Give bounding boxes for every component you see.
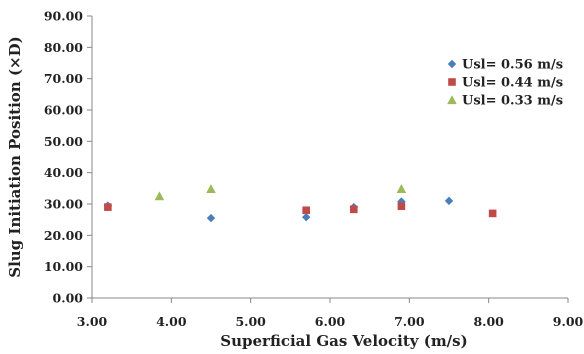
x-axis-title: Superficial Gas Velocity (m/s) <box>220 332 467 350</box>
x-tick-label: 7.00 <box>394 314 425 329</box>
data-point-series-3 <box>206 184 216 194</box>
legend-label-series-2: Usl= 0.44 m/s <box>462 76 563 91</box>
data-point-series-2 <box>488 209 497 218</box>
legend-marker-series-1 <box>447 59 457 69</box>
data-point-series-2 <box>104 203 112 211</box>
chart-ticks: 0.00 10.00 20.00 30.00 40.00 50.00 60.00 70.00 8… <box>44 9 584 330</box>
y-tick-label: 90.00 <box>44 9 83 24</box>
data-point-series-1 <box>444 196 454 206</box>
y-tick-label: 40.00 <box>44 165 83 180</box>
legend-marker-series-3 <box>447 95 457 105</box>
data-point-series-2 <box>302 206 310 215</box>
legend-label-series-1: Usl= 0.56 m/s <box>462 58 563 73</box>
data-point-series-3 <box>396 184 407 194</box>
x-tick-label: 4.00 <box>156 314 187 329</box>
data-point-series-2 <box>397 202 406 210</box>
y-tick-label: 80.00 <box>44 40 83 55</box>
chart-points <box>103 184 497 223</box>
legend-marker-series-2 <box>448 78 456 86</box>
x-tick-label: 8.00 <box>473 314 504 329</box>
data-point-series-2 <box>350 205 358 214</box>
y-tick-label: 10.00 <box>44 259 83 274</box>
data-point-series-1 <box>302 212 311 222</box>
y-tick-label: 60.00 <box>44 103 83 118</box>
y-tick-label: 30.00 <box>44 197 83 212</box>
y-axis-title: Slug Initiation Position (×D) <box>6 36 24 277</box>
x-tick-label: 9.00 <box>553 314 584 329</box>
chart-legend: Usl= 0.56 m/s Usl= 0.44 m/s Usl= 0.33 m/s <box>447 58 563 109</box>
data-point-series-3 <box>154 191 165 201</box>
x-tick-label: 3.00 <box>77 314 108 329</box>
legend-label-series-3: Usl= 0.33 m/s <box>462 94 563 109</box>
y-tick-label: 0.00 <box>53 291 84 306</box>
x-tick-label: 5.00 <box>235 314 266 329</box>
y-tick-label: 50.00 <box>44 134 83 149</box>
data-point-series-1 <box>206 213 216 223</box>
y-tick-label: 20.00 <box>44 228 83 243</box>
y-tick-label: 70.00 <box>44 71 83 86</box>
x-tick-label: 6.00 <box>315 314 346 329</box>
